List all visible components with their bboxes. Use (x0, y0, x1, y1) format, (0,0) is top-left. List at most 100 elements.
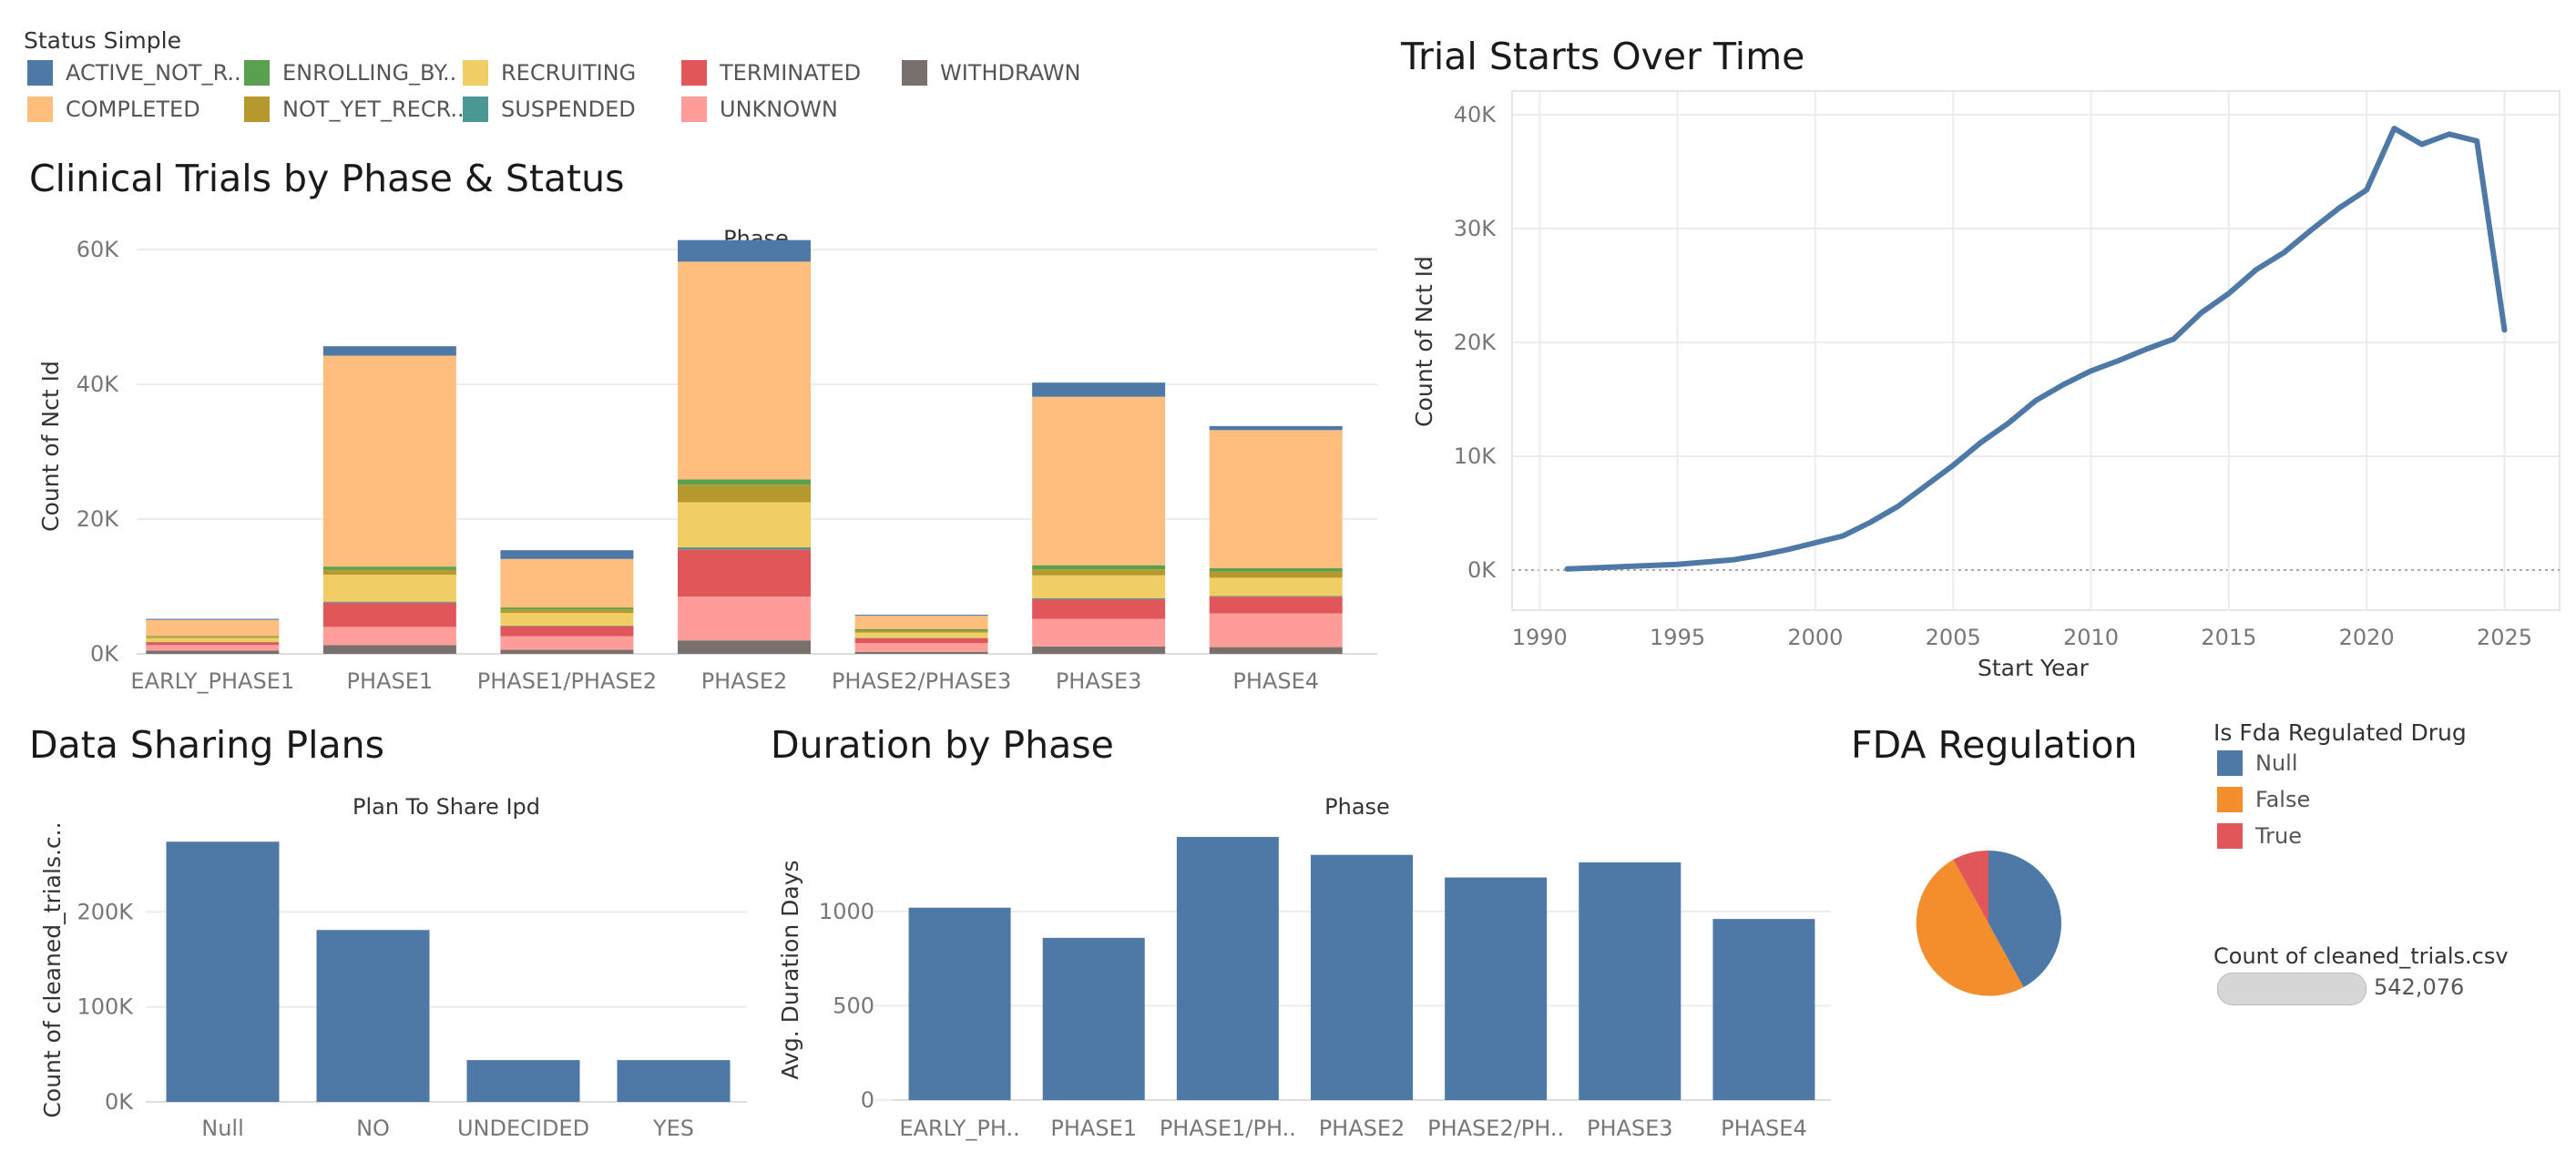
bar-segment (322, 627, 456, 646)
bar-segment (854, 637, 988, 644)
legend-swatch (681, 60, 707, 86)
bar-segment (322, 346, 456, 356)
legend-swatch (2217, 750, 2243, 776)
y-tick-label: 200K (77, 899, 134, 924)
legend-item-active[interactable]: ACTIVE_NOT_R.. (27, 60, 241, 86)
pie-slice (1988, 851, 2061, 988)
bar-segment (146, 650, 280, 654)
x-tick-label: Null (201, 1116, 244, 1141)
x-tick-label: PHASE3 (1587, 1116, 1673, 1141)
legend-label: ACTIVE_NOT_R.. (66, 60, 241, 86)
x-tick-label: PHASE2 (1319, 1116, 1406, 1141)
legend-label: NOT_YET_RECR.. (282, 97, 465, 122)
y-tick-label: 0K (1467, 557, 1497, 583)
legend-label: UNKNOWN (720, 97, 838, 122)
bar-segment (322, 645, 456, 654)
fda-legend-item-true[interactable]: True (2217, 823, 2302, 849)
legend-swatch (27, 60, 53, 86)
legend-item-unknown[interactable]: UNKNOWN (681, 97, 838, 122)
legend-item-withdrawn[interactable]: WITHDRAWN (902, 60, 1081, 86)
bar (908, 907, 1011, 1100)
duration-chart: Phase 0 500 1000 Avg. Duration Days EARLY_PH.… (777, 794, 1831, 1141)
bar-segment (854, 615, 988, 617)
bar-segment (500, 550, 634, 559)
status-legend-title: Status Simple (24, 27, 181, 54)
bar (1176, 837, 1279, 1100)
bar-segment (678, 240, 811, 262)
bar-segment (1032, 597, 1166, 600)
count-card-bar (2217, 973, 2366, 1005)
pie-slice (1916, 859, 2024, 996)
legend-label: Null (2255, 750, 2298, 776)
legend-label: WITHDRAWN (940, 60, 1081, 86)
bar-segment (146, 645, 280, 651)
data-sharing-chart: Plan To Share Ipd 0K 100K 200K Count of clea… (39, 794, 747, 1141)
y-tick-label: 60K (77, 237, 120, 262)
bar-segment (678, 261, 811, 480)
bar-segment (500, 649, 634, 654)
x-tick-label: PHASE1 (1050, 1116, 1137, 1141)
bar-segment (1209, 596, 1343, 614)
bar-segment (854, 632, 988, 638)
y-tick-label: 500 (833, 993, 874, 1018)
bar-segment (146, 618, 280, 620)
x-tick-label: PHASE2/PH.. (1427, 1116, 1564, 1141)
x-tick-label: PHASE2/PHASE3 (832, 668, 1011, 694)
bar-segment (1209, 430, 1343, 569)
bar-segment (322, 601, 456, 603)
legend-label: ENROLLING_BY.. (282, 60, 457, 86)
legend-swatch (27, 97, 53, 122)
bar (466, 1060, 580, 1102)
fda-pie-chart (1916, 851, 2061, 996)
legend-item-enrolling[interactable]: ENROLLING_BY.. (244, 60, 456, 86)
y-axis-label: Avg. Duration Days (777, 860, 803, 1079)
x-tick-label: 2010 (2063, 625, 2119, 650)
bar-segment (322, 566, 456, 570)
y-tick-label: 20K (1454, 330, 1498, 355)
legend-label: TERMINATED (720, 60, 862, 86)
fda-legend-item-false[interactable]: False (2217, 787, 2310, 812)
legend-label: True (2255, 823, 2302, 849)
x-tick-label: 1995 (1650, 625, 1705, 650)
bar-segment (1209, 425, 1343, 431)
x-tick-label: 2005 (1926, 625, 1981, 650)
bar-segment (678, 640, 811, 654)
bar-segment (1209, 571, 1343, 578)
legend-item-terminated[interactable]: TERMINATED (681, 60, 861, 86)
legend-item-completed[interactable]: COMPLETED (27, 97, 200, 122)
bar-segment (1032, 396, 1166, 566)
x-tick-label: PHASE4 (1232, 668, 1319, 694)
bar-segment (678, 549, 811, 597)
bar-segment (1209, 647, 1343, 654)
legend-item-suspended[interactable]: SUSPENDED (463, 97, 636, 122)
x-tick-label: YES (652, 1116, 694, 1141)
y-tick-label: 0K (90, 641, 119, 667)
bar-segment (500, 558, 634, 608)
x-tick-label: EARLY_PH.. (899, 1116, 1019, 1141)
bar-segment (500, 636, 634, 650)
bar-segment (322, 355, 456, 567)
legend-swatch (2217, 823, 2243, 849)
bar-segment (322, 569, 456, 576)
y-tick-label: 1000 (819, 899, 874, 924)
y-axis-label: Count of Nct Id (37, 361, 64, 532)
bar-segment (500, 626, 634, 637)
bar-segment (1032, 646, 1166, 654)
bar (1042, 937, 1145, 1100)
bar-segment (146, 619, 280, 637)
legend-swatch (244, 97, 270, 122)
bar-segment (500, 607, 634, 610)
y-tick-label: 10K (1454, 443, 1498, 469)
bar-segment (1209, 613, 1343, 647)
x-tick-label: PHASE3 (1056, 668, 1142, 694)
bar-segment (678, 596, 811, 641)
fda-legend-item-null[interactable]: Null (2217, 750, 2298, 776)
bar-segment (678, 502, 811, 548)
bar-segment (146, 642, 280, 646)
legend-item-recruiting[interactable]: RECRUITING (463, 60, 636, 86)
legend-item-not-yet[interactable]: NOT_YET_RECR.. (244, 97, 465, 122)
x-tick-label: PHASE2 (701, 668, 788, 694)
legend-label: SUSPENDED (501, 97, 636, 122)
bar (166, 841, 280, 1102)
legend-swatch (2217, 787, 2243, 812)
